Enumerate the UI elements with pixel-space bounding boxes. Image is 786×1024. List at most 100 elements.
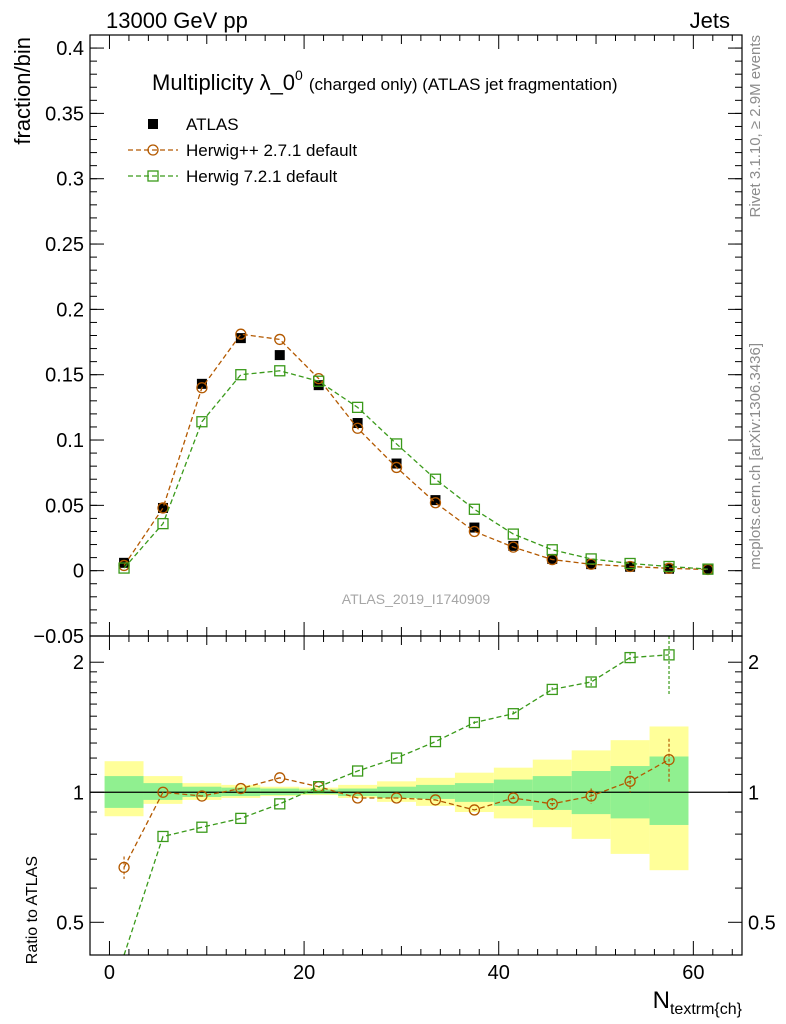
legend-marker (147, 144, 159, 156)
main-point (235, 328, 247, 340)
main-point (663, 560, 675, 573)
main-point (429, 473, 442, 485)
main-series-2 (118, 365, 714, 575)
main-point (157, 502, 169, 514)
main-y-tick-label: 0.2 (56, 299, 84, 321)
ratio-series-line (123, 654, 670, 956)
ratio-point (118, 861, 130, 874)
ratio-point (624, 651, 636, 664)
x-tick-label: 0 (104, 962, 115, 984)
ratio-point (390, 792, 403, 804)
ratio-point (351, 792, 364, 804)
main-y-tick-label: 0.1 (56, 430, 84, 452)
main-point (585, 553, 597, 565)
main-series-1 (118, 328, 714, 576)
main-series-0 (119, 333, 713, 575)
main-point (196, 378, 207, 389)
ratio-series-1 (123, 636, 675, 956)
legend: ATLAS Herwig++ 2.7.1 default Herwig 7.2.1 … (128, 115, 357, 186)
ratio-y-tick-label-right: 2 (748, 652, 759, 674)
ratio-point (624, 775, 636, 787)
main-series-line (123, 333, 708, 571)
ratio-point (274, 772, 286, 784)
chart-title: Multiplicity λ_00 (charged only) (ATLAS j… (152, 67, 618, 95)
main-point (702, 564, 713, 575)
main-point (274, 333, 286, 346)
x-axis-label: Ntextrm{ch} (653, 987, 743, 1018)
ratio-point (468, 716, 481, 729)
main-point (507, 541, 519, 553)
x-tick-label: 20 (293, 962, 315, 984)
main-y-tick-label: 0.35 (45, 103, 84, 125)
ratio-point (468, 804, 481, 816)
main-point (702, 563, 714, 575)
legend-entry-label: Herwig 7.2.1 default (186, 167, 337, 186)
ratio-point (663, 649, 675, 661)
ratio-point (663, 753, 675, 766)
ratio-point (235, 812, 247, 825)
main-point (196, 416, 208, 428)
main-point (235, 369, 247, 381)
main-y-tick-label: 0.05 (45, 495, 84, 517)
main-point (274, 350, 285, 361)
ratio-point (313, 781, 325, 793)
ratio-point (585, 676, 597, 688)
main-point (508, 540, 519, 551)
main-point (313, 375, 325, 387)
ratio-y-tick-label-right: 0.5 (748, 912, 776, 934)
ratio-point (274, 798, 286, 810)
band-green (649, 756, 689, 825)
ratio-point (546, 683, 558, 696)
main-point (390, 461, 403, 474)
main-y-tick-label: 0.15 (45, 365, 84, 387)
ratio-plot-frame (89, 635, 743, 956)
ratio-series-line (123, 759, 670, 868)
ratio-point (390, 752, 403, 764)
header-left: 13000 GeV pp (106, 8, 248, 33)
main-point (390, 438, 403, 450)
main-point (507, 528, 519, 540)
main-y-tick-label: 0 (73, 561, 84, 583)
ratio-series-0 (118, 738, 675, 879)
ratio-point (157, 830, 169, 843)
main-y-tick-label: 0.25 (45, 234, 84, 256)
legend-entry-label: ATLAS (186, 115, 239, 134)
chart-title-main: Multiplicity λ_0 (152, 70, 295, 95)
main-series-line (123, 370, 708, 570)
ratio-y-tick-label-left: 0.5 (56, 912, 84, 934)
main-point (313, 380, 324, 391)
ratio-y-tick-label-left: 2 (73, 652, 84, 674)
ratio-point (196, 821, 208, 833)
ratio-point (546, 798, 558, 810)
ratio-point (157, 786, 169, 798)
main-point (391, 458, 402, 469)
band-green (143, 783, 183, 800)
ratio-point (351, 765, 364, 777)
main-point (468, 503, 481, 515)
chart-title-tail: (charged only) (ATLAS jet fragmentation) (309, 75, 618, 94)
ratio-y-tick-label-left: 1 (73, 782, 84, 804)
x-axis-label-main: N (653, 987, 670, 1014)
main-point (351, 401, 364, 414)
ratio-point (507, 708, 519, 720)
main-point (351, 422, 364, 434)
main-point (624, 557, 636, 570)
analysis-tag: ATLAS_2019_I1740909 (342, 591, 491, 607)
x-axis-label-sub: textrm{ch} (670, 1001, 743, 1018)
ratio-y-tick-label-right: 1 (748, 782, 759, 804)
main-y-tick-label: 0.4 (56, 38, 84, 60)
main-point (664, 563, 675, 574)
ratio-point (235, 782, 247, 795)
main-point (469, 522, 480, 533)
ratio-point (585, 790, 597, 802)
chart-title-sup: 0 (295, 67, 303, 83)
main-y-tick-label: 0.3 (56, 169, 84, 191)
main-point (468, 525, 481, 538)
main-point (430, 495, 441, 506)
ratio-point (429, 794, 442, 806)
main-point (157, 517, 169, 530)
main-y-axis-label: fraction/bin (10, 37, 35, 145)
legend-marker (148, 119, 158, 129)
main-y-tick-label: −0.05 (33, 626, 84, 648)
